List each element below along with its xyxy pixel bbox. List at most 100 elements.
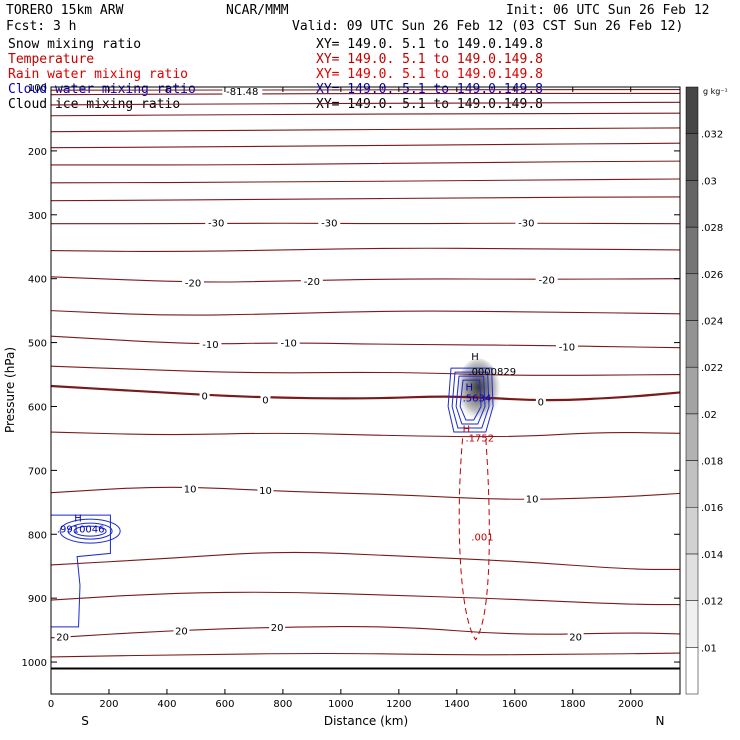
x-start-label: S bbox=[81, 714, 89, 728]
temperature-label: 10 bbox=[259, 486, 272, 497]
colorbar-label: .016 bbox=[701, 503, 723, 514]
temperature-label-bg bbox=[222, 84, 263, 96]
temperature-contour bbox=[50, 551, 680, 570]
x-tick-label: 2000 bbox=[618, 699, 643, 710]
colorbar-swatch bbox=[685, 366, 699, 415]
x-tick-label: 400 bbox=[157, 699, 176, 710]
max-label: H bbox=[471, 352, 479, 363]
field-name: Rain water mixing ratio bbox=[8, 67, 188, 82]
x-axis-label: Distance (km) bbox=[324, 714, 408, 728]
colorbar-label: .026 bbox=[701, 270, 723, 281]
temperature-label: -10 bbox=[202, 340, 218, 351]
temperature-label-bg bbox=[555, 340, 578, 352]
colorbar-label: .024 bbox=[701, 316, 723, 327]
temperature-contour bbox=[50, 127, 681, 133]
temperature-contour bbox=[50, 178, 681, 184]
colorbar-swatch bbox=[685, 600, 699, 648]
colorbar-label: .018 bbox=[701, 457, 723, 468]
colorbar-label: .028 bbox=[701, 223, 723, 234]
temperature-label: -20 bbox=[185, 279, 201, 290]
temperature-contour bbox=[50, 247, 681, 253]
temperature-contour bbox=[50, 652, 681, 658]
temperature-label: -30 bbox=[321, 218, 337, 229]
temperature-label: -81.48 bbox=[226, 87, 258, 98]
colorbar-label: .02 bbox=[701, 410, 717, 421]
x-tick-label: 1800 bbox=[560, 699, 585, 710]
temperature-label-bg bbox=[199, 389, 210, 401]
y-tick-label: 200 bbox=[28, 147, 47, 158]
field-list: Snow mixing ratio XY= 149.0. 5.1 to 149.0… bbox=[8, 37, 543, 112]
field-xy: XY= 149.0. 5.1 to 149.0.149.8 bbox=[316, 37, 543, 52]
temperature-label-bg bbox=[567, 630, 584, 642]
temperature-contour bbox=[50, 365, 681, 376]
field-name: Snow mixing ratio bbox=[8, 37, 141, 52]
colorbar-swatch bbox=[685, 86, 699, 134]
colorbar-swatch bbox=[685, 273, 699, 321]
cloud-water-contour bbox=[73, 525, 107, 537]
temperature-label-bg bbox=[182, 276, 205, 288]
colorbar-label: .032 bbox=[701, 130, 723, 141]
field-name: Cloud water mixing ratio bbox=[8, 82, 196, 97]
temperature-contour bbox=[50, 486, 681, 500]
temperature-label-bg bbox=[535, 273, 558, 285]
temperature-label-bg bbox=[257, 484, 274, 496]
x-end-label: N bbox=[656, 714, 665, 728]
colorbar-label: .022 bbox=[701, 363, 723, 374]
init-time: Init: 06 UTC Sun 26 Feb 12 bbox=[506, 3, 710, 18]
rain-water-contour bbox=[458, 438, 490, 641]
temperature-label-bg bbox=[182, 482, 199, 494]
plot-area: -81.48 -30 -30 -30 -20 -20 -20 -10 -10 -10 0 0 0 10 10… bbox=[50, 84, 681, 695]
temperature-label: 0 bbox=[538, 397, 544, 408]
temperature-label: 20 bbox=[569, 632, 582, 643]
temperature-label: -10 bbox=[281, 339, 297, 350]
y-tick-label: 300 bbox=[28, 211, 47, 222]
colorbar-label: .01 bbox=[701, 643, 717, 654]
x-tick-label: 1400 bbox=[444, 699, 469, 710]
x-tick-label: 200 bbox=[99, 699, 118, 710]
max-label: .1752 bbox=[466, 434, 495, 445]
temperature-label-bg bbox=[535, 395, 546, 407]
cloud-water-contour bbox=[459, 379, 482, 421]
temperature-contour bbox=[50, 101, 681, 106]
y-axis-label: Pressure (hPa) bbox=[3, 347, 17, 433]
temperature-contour bbox=[50, 92, 680, 96]
temperature-label-bg bbox=[524, 492, 541, 504]
colorbar-swatch bbox=[685, 553, 699, 601]
y-tick-label: 600 bbox=[28, 402, 47, 413]
max-label: H bbox=[463, 425, 471, 436]
cloud-water-contour bbox=[51, 514, 111, 628]
temperature-contour bbox=[50, 142, 681, 149]
temperature-label-bg bbox=[277, 336, 300, 348]
temperature-label: 10 bbox=[184, 484, 197, 495]
temperature-contour bbox=[50, 591, 680, 606]
colorbar-swatch bbox=[685, 226, 699, 275]
x-tick-label: 1200 bbox=[386, 699, 411, 710]
x-tick-label: 800 bbox=[273, 699, 292, 710]
temperature-contour bbox=[50, 431, 681, 438]
colorbar-swatch bbox=[685, 460, 699, 508]
field-name: Temperature bbox=[8, 52, 94, 67]
y-tick-label: 900 bbox=[28, 594, 47, 605]
max-label: .5634 bbox=[463, 393, 492, 404]
max-label: .0000829 bbox=[468, 367, 516, 378]
x-tick-label: 1000 bbox=[328, 699, 353, 710]
max-label: .001 bbox=[471, 533, 493, 544]
temperature-label: 0 bbox=[201, 392, 207, 403]
y-tick-label: 800 bbox=[28, 530, 47, 541]
y-tick-label: 100 bbox=[28, 83, 47, 94]
temperature-label-bg bbox=[173, 624, 190, 636]
temperature-contour bbox=[50, 160, 681, 166]
colorbar-swatch bbox=[685, 506, 699, 555]
colorbar-swatch bbox=[685, 647, 699, 695]
model-title: TORERO 15km ARW bbox=[6, 3, 124, 18]
colorbar-swatch bbox=[685, 180, 699, 228]
colorbar-swatch bbox=[685, 320, 699, 368]
temperature-contour bbox=[50, 335, 681, 349]
center-title: NCAR/MMM bbox=[226, 3, 289, 18]
x-tick-label: 600 bbox=[215, 699, 234, 710]
cloud-water-contour bbox=[447, 367, 494, 433]
colorbar-label: .014 bbox=[701, 550, 723, 561]
temperature-label-bg bbox=[199, 337, 222, 349]
x-tick-label: 0 bbox=[48, 699, 54, 710]
